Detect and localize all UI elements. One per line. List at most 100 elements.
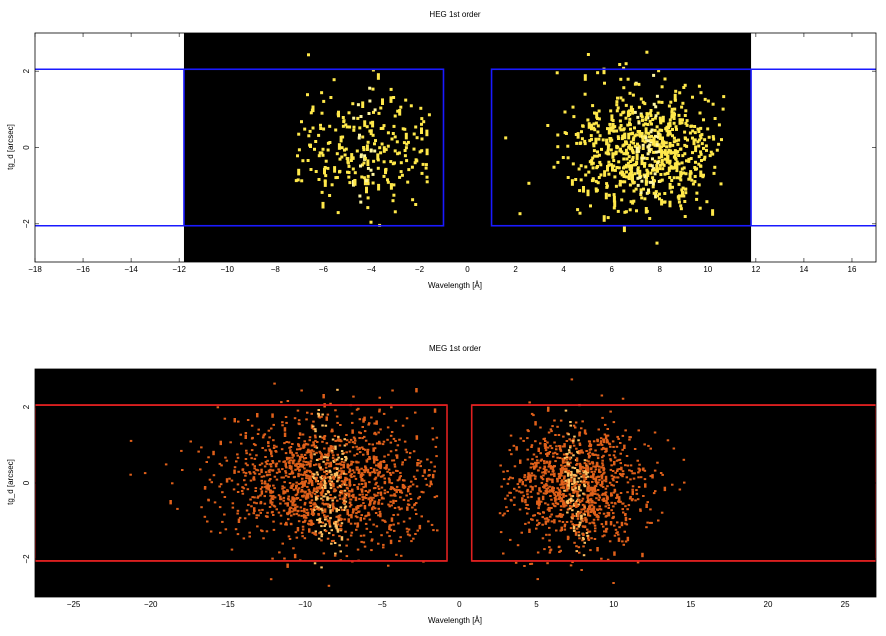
meg-event-pixel — [585, 532, 589, 534]
meg-event-pixel — [616, 521, 619, 524]
heg-event-pixel — [352, 125, 356, 129]
heg-event-pixel — [613, 168, 617, 172]
heg-event-pixel — [391, 132, 395, 135]
meg-event-pixel — [324, 518, 327, 521]
meg-event-pixel — [356, 487, 360, 490]
heg-event-pixel — [693, 166, 697, 169]
meg-event-pixel — [360, 474, 364, 477]
meg-event-pixel — [343, 494, 347, 497]
heg-event-pixel — [583, 92, 587, 96]
heg-event-pixel — [713, 117, 717, 120]
meg-event-pixel — [318, 463, 321, 468]
meg-event-pixel — [315, 471, 319, 474]
meg-event-pixel — [587, 534, 590, 540]
heg-event-pixel — [570, 179, 574, 186]
meg-event-pixel — [218, 485, 221, 488]
heg-event-pixel — [651, 176, 655, 180]
meg-event-pixel — [416, 469, 419, 472]
meg-event-pixel — [340, 450, 344, 453]
heg-event-pixel — [576, 132, 580, 139]
meg-event-pixel — [405, 527, 409, 530]
heg-event-pixel — [683, 200, 687, 203]
heg-event-pixel — [597, 117, 601, 121]
meg-event-pixel — [340, 536, 344, 541]
meg-event-pixel — [248, 471, 251, 474]
meg-event-pixel — [575, 499, 579, 502]
meg-event-pixel — [342, 472, 346, 475]
meg-event-pixel — [334, 409, 337, 412]
meg-event-pixel — [268, 463, 271, 466]
meg-event-pixel — [382, 546, 385, 549]
meg-event-pixel — [646, 501, 649, 504]
meg-event-pixel — [320, 491, 323, 497]
heg-event-pixel — [607, 172, 611, 176]
heg-event-pixel — [654, 134, 657, 138]
meg-event-pixel — [502, 552, 505, 555]
heg-event-pixel — [363, 156, 367, 160]
heg-event-pixel — [403, 127, 407, 131]
heg-event-pixel — [324, 159, 328, 163]
heg-event-pixel — [700, 142, 704, 146]
meg-event-pixel — [317, 513, 320, 515]
meg-event-pixel — [321, 502, 324, 505]
meg-event-pixel — [596, 454, 599, 457]
meg-event-pixel — [394, 449, 398, 452]
meg-event-pixel — [511, 477, 514, 480]
heg-event-pixel — [668, 118, 672, 122]
heg-event-pixel — [353, 182, 357, 186]
meg-event-pixel — [622, 511, 625, 514]
meg-event-pixel — [530, 562, 534, 565]
meg-event-pixel — [305, 495, 309, 498]
meg-event-pixel — [372, 457, 376, 460]
meg-event-pixel — [349, 498, 352, 501]
heg-title: HEG 1st order — [429, 10, 480, 19]
meg-event-pixel — [565, 454, 569, 457]
meg-event-pixel — [312, 503, 315, 506]
meg-event-pixel — [588, 504, 592, 507]
meg-event-pixel — [600, 448, 604, 451]
meg-event-pixel — [339, 524, 343, 527]
heg-event-pixel — [649, 180, 652, 184]
meg-event-pixel — [585, 463, 588, 466]
heg-event-pixel — [677, 154, 681, 157]
meg-event-pixel — [337, 476, 340, 481]
meg-event-pixel — [318, 482, 321, 485]
heg-event-pixel — [341, 135, 345, 139]
meg-event-pixel — [378, 440, 381, 443]
meg-event-pixel — [314, 496, 318, 501]
meg-event-pixel — [618, 468, 621, 470]
meg-event-pixel — [373, 502, 376, 505]
meg-event-pixel — [270, 497, 273, 500]
meg-event-pixel — [591, 486, 594, 492]
heg-event-pixel — [691, 136, 694, 140]
heg-event-pixel — [683, 83, 687, 87]
meg-event-pixel — [273, 496, 277, 499]
meg-event-pixel — [414, 533, 417, 535]
meg-event-pixel — [602, 466, 605, 472]
meg-event-pixel — [634, 499, 637, 502]
meg-event-pixel — [604, 515, 608, 518]
meg-event-pixel — [383, 492, 387, 495]
meg-event-pixel — [287, 475, 290, 478]
meg-event-pixel — [575, 464, 578, 466]
meg-event-pixel — [352, 436, 356, 439]
meg-event-pixel — [560, 467, 564, 470]
meg-event-pixel — [332, 497, 335, 500]
meg-event-pixel — [272, 447, 276, 449]
heg-event-pixel — [365, 125, 369, 129]
meg-event-pixel — [636, 459, 639, 462]
meg-event-pixel — [310, 522, 314, 525]
meg-event-pixel — [224, 528, 228, 531]
heg-event-pixel — [646, 170, 650, 177]
meg-event-pixel — [626, 508, 629, 511]
meg-event-pixel — [409, 485, 412, 488]
meg-event-pixel — [256, 496, 259, 499]
meg-event-pixel — [560, 526, 563, 531]
meg-event-pixel — [290, 514, 293, 517]
meg-event-pixel — [372, 523, 375, 526]
heg-event-pixel — [655, 241, 659, 245]
meg-event-pixel — [499, 531, 503, 534]
meg-event-pixel — [588, 455, 591, 458]
meg-event-pixel — [326, 515, 329, 518]
meg-event-pixel — [595, 476, 598, 479]
